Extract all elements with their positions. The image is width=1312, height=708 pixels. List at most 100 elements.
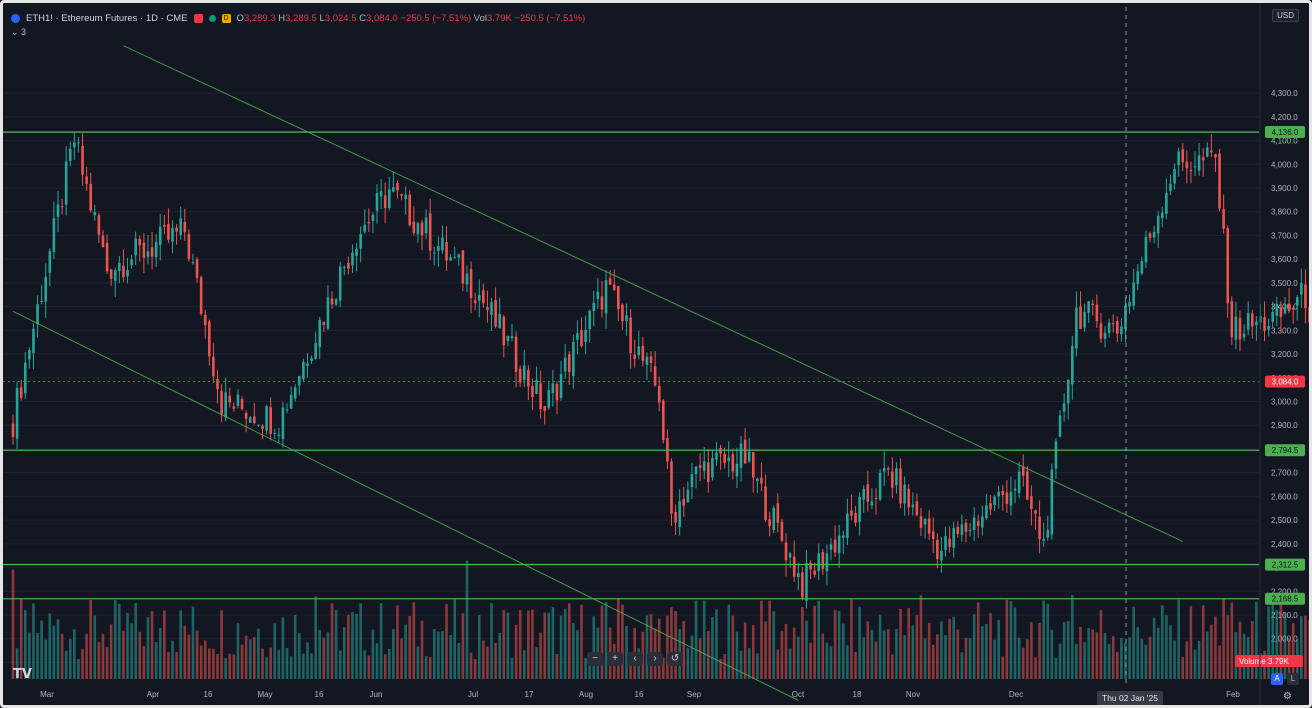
x-tick-label: Dec: [1009, 690, 1023, 699]
candle-body: [1238, 318, 1242, 340]
volume-bar: [469, 652, 473, 679]
candle-body: [1030, 496, 1033, 510]
candle-body: [158, 226, 162, 245]
volume-bar: [298, 633, 301, 679]
volume-bar: [244, 635, 248, 679]
candle-body: [1185, 161, 1189, 169]
flag-icon[interactable]: [193, 13, 203, 23]
candle-body: [764, 486, 767, 520]
volume-bar: [796, 636, 800, 679]
volume-bar: [702, 600, 706, 679]
volume-bar: [1214, 616, 1217, 679]
tradingview-logo[interactable]: TV: [13, 667, 32, 682]
volume-bar: [1091, 629, 1095, 679]
candle-body: [465, 273, 469, 285]
candle-body: [281, 407, 285, 439]
candle-body: [52, 218, 56, 252]
scroll-left-button[interactable]: ‹: [627, 652, 643, 666]
volume-bar: [903, 635, 906, 679]
volume-bar: [944, 635, 947, 679]
candle-body: [960, 524, 964, 535]
candle-body: [167, 223, 170, 240]
volume-bar: [698, 638, 702, 679]
y-tick-label: 3,000.0: [1271, 398, 1298, 407]
volume-bar: [64, 650, 68, 679]
volume-bar: [363, 650, 367, 679]
candle-body: [1210, 150, 1213, 153]
zoom-in-button[interactable]: +: [607, 652, 623, 666]
indicators-toggle[interactable]: ⌄ 3: [11, 27, 27, 37]
zoom-out-button[interactable]: −: [587, 652, 603, 666]
candle-body: [367, 222, 371, 224]
level-price-label: 2,168.5: [1272, 595, 1299, 604]
volume-bar: [923, 638, 927, 679]
volume-bar: [821, 633, 825, 679]
currency-select[interactable]: USD: [1272, 9, 1299, 22]
volume-bar: [1291, 623, 1295, 679]
volume-bar: [1099, 610, 1103, 679]
candle-body: [473, 300, 477, 304]
market-status-icon: [208, 14, 216, 22]
candle-body: [760, 477, 763, 484]
level-price-label: 4,136.0: [1272, 128, 1299, 137]
volume-bar: [1152, 617, 1156, 679]
volume-bar: [1005, 599, 1009, 679]
candle-body: [690, 473, 694, 487]
candle-body: [1291, 307, 1295, 310]
candle-body: [858, 496, 861, 522]
candle-body: [891, 471, 894, 488]
reset-chart-button[interactable]: ↺: [667, 652, 683, 666]
volume-bar: [265, 657, 268, 679]
candle-body: [919, 516, 923, 528]
candle-body: [85, 176, 88, 184]
candle-body: [821, 551, 825, 569]
candle-body: [203, 314, 207, 326]
x-tick-label: 16: [315, 690, 324, 699]
candle-body: [527, 369, 530, 387]
volume-bar: [355, 613, 358, 679]
y-tick-label: 2,400.0: [1271, 540, 1298, 549]
volume-bar: [563, 608, 567, 679]
price-chart[interactable]: 1,900.02,000.02,100.02,200.02,300.02,400…: [3, 3, 1309, 705]
volume-bar: [19, 599, 23, 679]
volume-bar: [662, 657, 665, 679]
volume-bar: [1034, 657, 1037, 679]
settings-gear-icon[interactable]: ⚙: [1283, 691, 1292, 702]
volume-bar: [948, 618, 951, 679]
volume-bar: [220, 610, 223, 679]
symbol-title[interactable]: ETH1! · Ethereum Futures · 1D · CME: [26, 12, 188, 24]
candle-body: [985, 505, 988, 518]
candle-body: [944, 536, 947, 551]
candle-body: [277, 434, 281, 436]
candle-body: [392, 187, 395, 192]
candle-body: [1116, 321, 1119, 334]
volume-bar: [1124, 642, 1127, 679]
volume-bar: [273, 623, 277, 679]
auto-scale-button[interactable]: A: [1271, 673, 1283, 685]
candle-body: [134, 238, 137, 256]
volume-bar: [997, 619, 1000, 679]
candle-body: [600, 296, 604, 310]
level-price-tag: [1265, 126, 1305, 139]
x-tick-label: Jun: [370, 690, 383, 699]
log-scale-button[interactable]: L: [1287, 673, 1299, 685]
volume-bar: [543, 612, 546, 679]
candle-body: [662, 400, 665, 441]
volume-bar: [52, 625, 56, 679]
candle-body: [1214, 154, 1217, 158]
volume-bar: [126, 612, 129, 679]
volume-bar: [314, 596, 317, 679]
volume-bar: [919, 595, 923, 679]
volume-bar: [981, 626, 984, 679]
candle-body: [1124, 305, 1127, 330]
candle-body: [232, 406, 236, 409]
candle-body: [956, 526, 960, 534]
candle-body: [154, 242, 158, 258]
candle-body: [768, 519, 771, 527]
candle-body: [469, 268, 473, 299]
scroll-right-button[interactable]: ›: [647, 652, 663, 666]
volume-bar: [1218, 645, 1221, 679]
candle-body: [584, 329, 587, 343]
volume-bar: [93, 615, 97, 679]
candle-body: [555, 383, 559, 401]
